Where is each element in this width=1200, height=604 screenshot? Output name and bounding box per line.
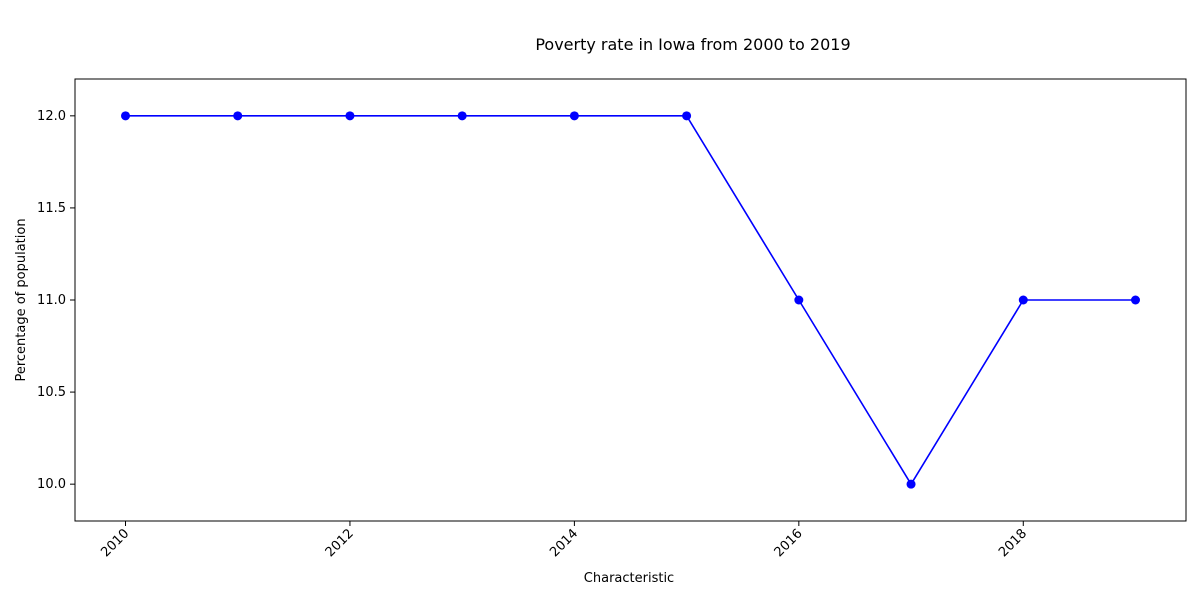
data-point bbox=[569, 111, 579, 121]
x-tick-label: 2018 bbox=[996, 526, 1030, 560]
data-point bbox=[682, 111, 692, 121]
y-tick-label: 11.0 bbox=[37, 293, 66, 308]
x-tick-label: 2012 bbox=[323, 526, 357, 560]
x-tick-label: 2014 bbox=[547, 526, 581, 560]
x-axis-label: Characteristic bbox=[584, 571, 674, 586]
x-tick-label: 2016 bbox=[772, 526, 806, 560]
data-point bbox=[121, 111, 130, 121]
series-line bbox=[125, 115, 1136, 486]
data-point bbox=[794, 295, 804, 305]
y-tick-label: 12.0 bbox=[37, 109, 66, 124]
data-point bbox=[345, 111, 355, 121]
data-point bbox=[1131, 295, 1140, 305]
data-point bbox=[1018, 295, 1028, 305]
plot-area: 10.0 10.5 11.0 11.5 12.0 2010 2012 2014 2016 2018 bbox=[37, 78, 1187, 560]
y-tick-label: 10.0 bbox=[37, 477, 66, 492]
x-tick-label: 2010 bbox=[98, 526, 132, 560]
data-point bbox=[457, 111, 467, 121]
data-point bbox=[233, 111, 243, 121]
data-point bbox=[906, 479, 916, 489]
chart-title: Poverty rate in Iowa from 2000 to 2019 bbox=[535, 35, 850, 54]
y-tick-label: 10.5 bbox=[37, 385, 66, 400]
y-tick-label: 11.5 bbox=[37, 201, 66, 216]
y-axis-label: Percentage of population bbox=[14, 218, 29, 381]
